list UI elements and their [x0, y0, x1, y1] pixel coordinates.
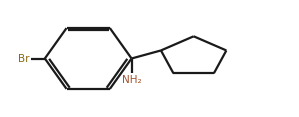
Text: Br: Br [18, 53, 29, 64]
Text: NH₂: NH₂ [122, 75, 141, 85]
